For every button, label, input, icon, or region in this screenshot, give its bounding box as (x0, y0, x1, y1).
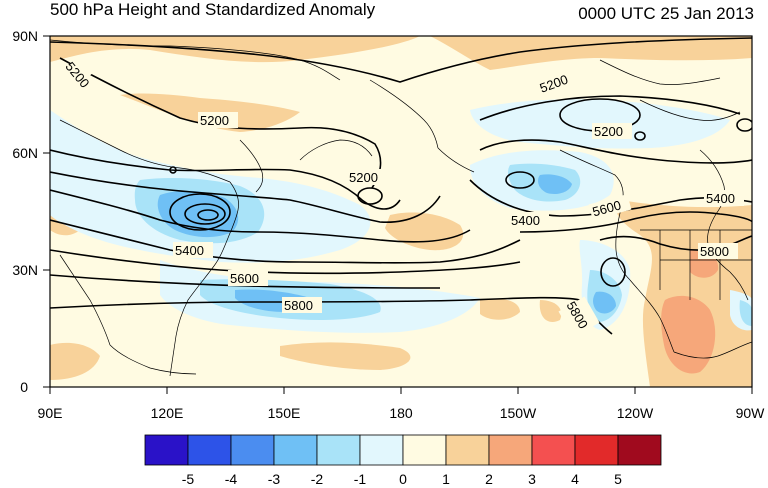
colorbar-box (144, 434, 189, 466)
lat-label: 30N (12, 262, 38, 278)
longitude-ticks (49, 387, 753, 394)
contour-label: 5400 (706, 191, 735, 206)
colorbar-boxes (144, 434, 662, 466)
lon-label: 150W (500, 405, 537, 421)
colorbar-box (617, 434, 662, 466)
colorbar-box (531, 434, 576, 466)
lat-label: 0 (20, 379, 28, 395)
longitude-labels: 90E 120E 150E 180 150W 120W 90W (38, 405, 766, 421)
lon-label: 120E (151, 405, 184, 421)
valid-time: 0000 UTC 25 Jan 2013 (578, 4, 754, 23)
colorbar-label: 0 (399, 471, 407, 487)
chart-title: 500 hPa Height and Standardized Anomaly (50, 0, 376, 19)
colorbar-label: -1 (354, 471, 367, 487)
strong-positive-anomaly-shading (661, 249, 719, 374)
latitude-labels: 90N 60N 30N 0 (12, 28, 38, 395)
colorbar-labels: -5 -4 -3 -2 -1 0 1 2 3 4 5 (182, 471, 622, 487)
contour-label: 5600 (230, 271, 259, 286)
colorbar-box (273, 434, 318, 466)
colorbar-label: -3 (268, 471, 281, 487)
contour-label: 5600 (591, 197, 623, 219)
colorbar-label: 3 (528, 471, 536, 487)
contour-label: 5200 (349, 170, 378, 185)
latitude-ticks (43, 35, 50, 388)
contour-label: 5400 (511, 213, 540, 228)
map-area: 5200 5200 5200 5200 5200 5400 5400 5600 … (50, 36, 752, 387)
coastlines (50, 39, 752, 377)
contour-label: 5800 (700, 244, 729, 259)
colorbar-box (574, 434, 619, 466)
colorbar-label: 5 (614, 471, 622, 487)
colorbar-label: -2 (311, 471, 324, 487)
contour-label: 5800 (284, 298, 313, 313)
colorbar-label: 4 (571, 471, 579, 487)
lon-label: 90W (736, 405, 766, 421)
lon-label: 90E (38, 405, 63, 421)
contour-label-backgrounds (59, 54, 744, 338)
contour-label: 5200 (200, 113, 229, 128)
colorbar-box (445, 434, 490, 466)
colorbar-label: 2 (485, 471, 493, 487)
colorbar-label: -5 (182, 471, 195, 487)
contour-label: 5400 (175, 243, 204, 258)
contour-label: 5200 (594, 124, 623, 139)
colorbar-label: -4 (225, 471, 238, 487)
lat-label: 90N (12, 28, 38, 44)
lat-label: 60N (12, 145, 38, 161)
lon-label: 120W (617, 405, 654, 421)
colorbar-box (230, 434, 275, 466)
colorbar-box (316, 434, 361, 466)
colorbar: -5 -4 -3 -2 -1 0 1 2 3 4 5 (144, 434, 662, 487)
colorbar-box (402, 434, 447, 466)
colorbar-box (187, 434, 232, 466)
lon-label: 150E (268, 405, 301, 421)
lon-label: 180 (389, 405, 413, 421)
colorbar-label: 1 (442, 471, 450, 487)
colorbar-box (359, 434, 404, 466)
colorbar-box (488, 434, 533, 466)
